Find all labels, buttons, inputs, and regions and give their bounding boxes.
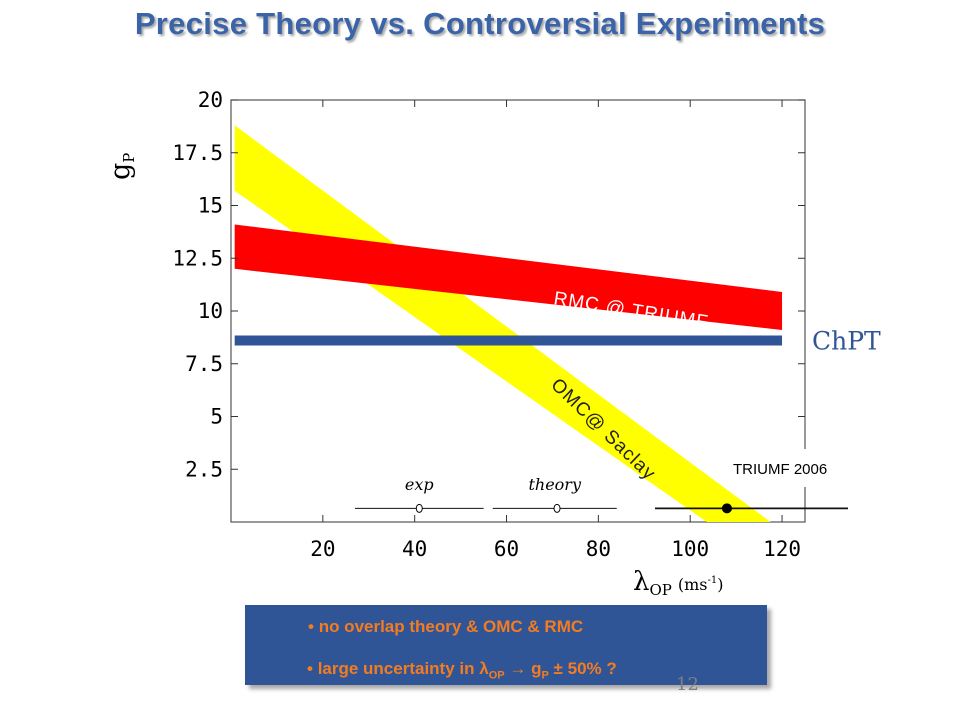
summary-line-2: • large uncertainty in λOP → gP ± 50% ? [307, 659, 617, 681]
band-omc-saclay [234, 125, 771, 522]
x-tick-label: 40 [402, 537, 427, 561]
y-tick-label: 7.5 [185, 352, 223, 376]
interval-label-exp: exp [405, 475, 434, 494]
x-tick-label: 120 [763, 537, 801, 561]
plusminus-symbol: ± [553, 659, 563, 678]
y-tick-label: 2.5 [185, 457, 223, 481]
summary-text-2: large uncertainty in [317, 659, 480, 678]
x-tick-label: 60 [494, 537, 519, 561]
slide-title: Precise Theory vs. Controversial Experim… [134, 6, 826, 41]
y-tick-label: 5 [210, 405, 223, 429]
summary-line-1: • no overlap theory & OMC & RMC [308, 617, 583, 637]
y-axis-label: gP [105, 153, 138, 180]
x-axis-label-symbol: λ [633, 567, 649, 597]
summary-bullet-2: • [307, 659, 313, 678]
x-axis-label-sub: OP [649, 581, 671, 599]
triumf-2006-label: TRIUMF 2006 [733, 461, 827, 478]
y-tick-label: 20 [198, 88, 223, 112]
y-tick-label: 15 [198, 194, 223, 218]
interval-label-theory: theory [528, 475, 581, 494]
page-number: 12 [676, 674, 699, 695]
g-symbol: g [531, 659, 542, 678]
interval-marker-open [553, 503, 561, 513]
bands-group [234, 125, 783, 522]
x-axis-label: λOP (ms-1) [633, 567, 724, 599]
y-tick-label: 17.5 [172, 141, 223, 165]
band-rmc-triumf [234, 224, 783, 330]
arrow-symbol: → [509, 659, 527, 678]
y-tick-label: 10 [198, 299, 223, 323]
summary-end: 50% ? [567, 659, 617, 678]
y-tick-label: 12.5 [172, 246, 223, 270]
summary-text-1: no overlap theory & OMC & RMC [318, 617, 584, 636]
x-axis-label-unit-end: ) [717, 575, 723, 594]
triumf-2006-label-box [724, 449, 852, 487]
g-sub: P [541, 669, 549, 682]
intervals-group: exp theory TRIUMF 2006 [354, 449, 852, 514]
x-tick-label: 100 [671, 537, 709, 561]
interval-marker-filled [721, 503, 732, 514]
lambda-symbol: λ [479, 659, 489, 678]
y-axis-label-main: g [105, 163, 136, 180]
lambda-sub: OP [488, 669, 505, 682]
y-axis-label-sub: P [120, 153, 138, 163]
interval-marker-open [415, 503, 423, 513]
lines-group: ChPT [234, 327, 881, 356]
chpt-label: ChPT [812, 327, 881, 356]
ticks-group: 2.5 5 7.5 10 12.5 15 17.5 20 20 40 60 80 100 120 [172, 88, 805, 561]
summary-bullet-1: • [308, 617, 314, 636]
x-axis-label-unit: (ms [678, 575, 708, 594]
x-axis-label-unit-sup: -1 [708, 575, 718, 586]
x-tick-label: 20 [310, 537, 335, 561]
x-tick-label: 80 [586, 537, 611, 561]
summary-box: • no overlap theory & OMC & RMC • large … [245, 605, 767, 685]
